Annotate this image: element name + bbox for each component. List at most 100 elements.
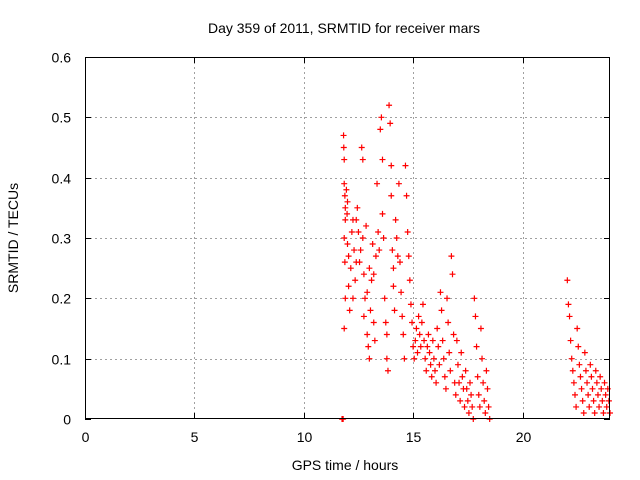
data-point — [597, 373, 604, 380]
data-point — [596, 403, 603, 410]
data-point — [404, 228, 411, 235]
data-point — [454, 361, 461, 368]
data-point — [363, 222, 370, 229]
data-point — [578, 385, 585, 392]
data-point — [355, 228, 362, 235]
chart-title: Day 359 of 2011, SRMTID for receiver mar… — [208, 20, 480, 36]
data-point — [365, 343, 372, 350]
data-point — [388, 162, 395, 169]
data-point — [447, 367, 454, 374]
x-tick-label: 15 — [406, 429, 422, 445]
data-point — [579, 397, 586, 404]
data-point — [370, 319, 377, 326]
data-point — [592, 367, 599, 374]
data-point — [383, 355, 390, 362]
data-point — [414, 349, 421, 356]
data-point — [593, 379, 600, 386]
data-point — [386, 102, 393, 109]
data-point — [362, 295, 368, 302]
data-point — [444, 295, 451, 302]
data-point — [417, 343, 424, 350]
data-point — [580, 409, 587, 416]
data-point — [375, 228, 382, 235]
data-point — [435, 343, 442, 350]
data-point — [405, 253, 412, 260]
data-point — [572, 391, 578, 398]
data-point — [341, 259, 348, 266]
data-point — [416, 331, 423, 338]
data-point — [427, 361, 434, 368]
data-point — [409, 319, 416, 326]
data-point — [586, 403, 593, 410]
y-tick-label: 0.5 — [52, 110, 72, 126]
data-point — [582, 367, 589, 374]
data-point — [574, 325, 581, 332]
data-point — [341, 156, 348, 163]
data-point — [457, 397, 464, 404]
data-point — [433, 379, 440, 386]
data-point — [459, 373, 466, 380]
data-point — [389, 247, 396, 254]
data-point — [342, 295, 349, 302]
data-point — [477, 325, 484, 332]
data-point — [428, 373, 435, 380]
data-point — [456, 379, 463, 386]
data-point — [472, 313, 479, 320]
data-point — [483, 367, 490, 374]
data-point — [366, 265, 373, 272]
data-point — [411, 355, 418, 362]
data-point — [602, 391, 609, 398]
data-point — [464, 397, 471, 404]
x-tick-label: 0 — [82, 429, 90, 445]
data-point — [589, 385, 596, 392]
data-point — [440, 355, 447, 362]
data-point — [345, 283, 352, 290]
data-point — [399, 313, 406, 320]
data-point — [342, 204, 349, 211]
data-point — [422, 355, 429, 362]
data-point — [474, 373, 481, 380]
data-point — [390, 283, 397, 290]
data-point — [585, 391, 592, 398]
data-point — [594, 391, 601, 398]
data-point — [479, 355, 486, 362]
data-point — [434, 325, 441, 332]
data-point — [603, 403, 610, 410]
data-point — [601, 379, 608, 386]
data-point — [452, 391, 459, 398]
data-point — [402, 162, 409, 169]
data-points — [339, 102, 613, 422]
data-point — [577, 373, 584, 380]
data-point — [343, 186, 350, 193]
data-point — [369, 241, 376, 248]
data-point — [430, 355, 437, 362]
plot-frame — [85, 57, 610, 419]
data-point — [398, 289, 405, 296]
data-point — [349, 295, 356, 302]
data-point — [421, 337, 428, 344]
data-point — [352, 277, 359, 284]
data-point — [403, 192, 410, 199]
y-axis-label: SRMTID / TECUs — [5, 183, 21, 293]
data-point — [437, 289, 444, 296]
data-point — [481, 397, 488, 404]
data-point — [356, 259, 363, 266]
data-point — [401, 355, 408, 362]
data-point — [467, 379, 473, 386]
data-point — [379, 210, 386, 217]
data-point — [346, 307, 353, 314]
y-tick-label: 0.4 — [52, 171, 72, 187]
data-point — [439, 337, 446, 344]
data-point — [342, 216, 349, 223]
data-point — [383, 331, 390, 338]
data-point — [441, 373, 448, 380]
data-point — [378, 114, 385, 121]
data-point — [359, 235, 366, 241]
data-point — [381, 295, 388, 302]
data-point — [341, 180, 348, 187]
data-point — [364, 289, 371, 296]
data-point — [480, 379, 487, 386]
data-point — [391, 307, 398, 314]
data-point — [392, 216, 399, 223]
data-point — [394, 253, 401, 260]
